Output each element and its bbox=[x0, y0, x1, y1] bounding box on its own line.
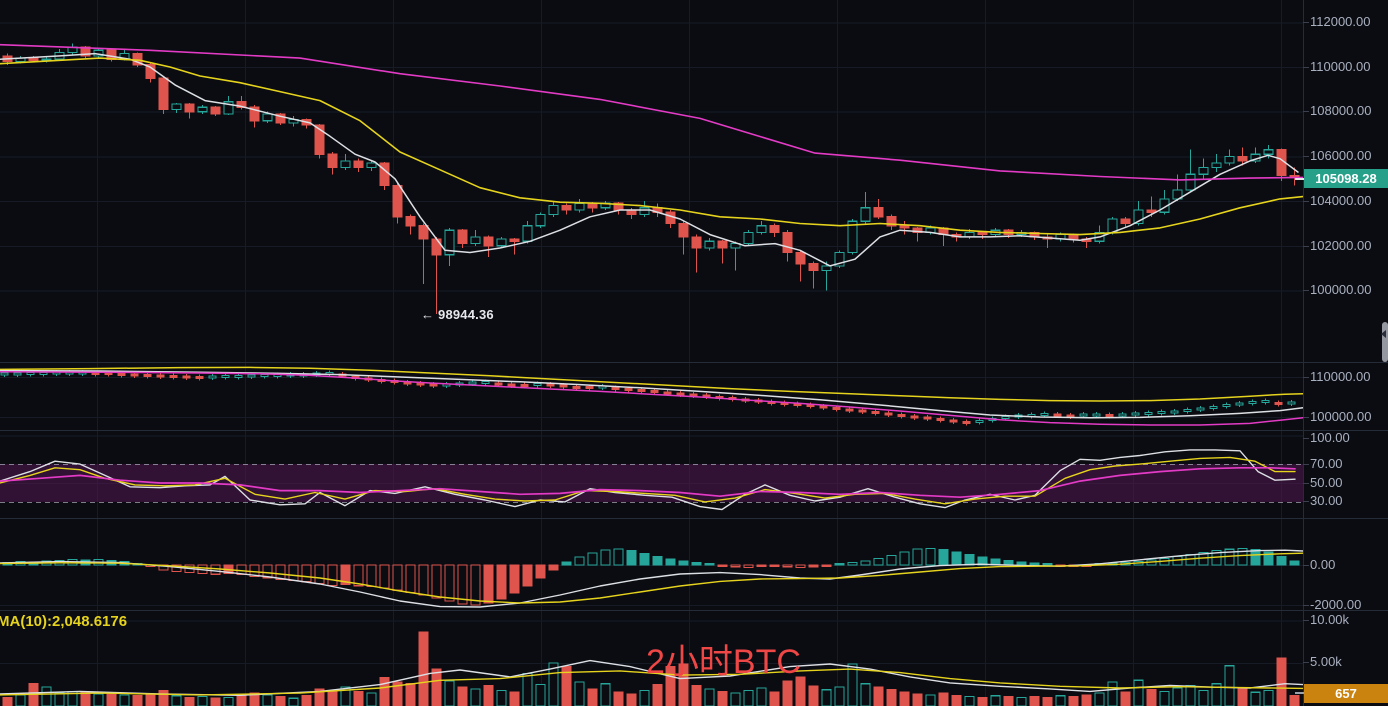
axis-tick-mark bbox=[1303, 377, 1309, 378]
volume-bars bbox=[2, 631, 1300, 706]
axis-tick-mark bbox=[1303, 501, 1309, 502]
axis-tick-label: 0.00 bbox=[1310, 557, 1336, 572]
axis-tick-mark bbox=[1303, 464, 1309, 465]
macd-histogram bbox=[2, 547, 1300, 606]
axis-tick-mark bbox=[1303, 438, 1309, 439]
axis-tick-mark bbox=[1303, 246, 1309, 247]
axis-tick-mark bbox=[1303, 156, 1309, 157]
axis-tick-label: 102000.00 bbox=[1310, 238, 1372, 253]
axis-scroll-handle[interactable] bbox=[1381, 322, 1388, 362]
axis-tick-mark bbox=[1303, 605, 1309, 606]
axis-tick-mark bbox=[1303, 620, 1309, 621]
volume-line-tick bbox=[1295, 692, 1304, 694]
axis-tick-label: 70.00 bbox=[1310, 456, 1343, 471]
axis-tick-label: -2000.00 bbox=[1310, 597, 1362, 612]
axis-tick-label: 110000.00 bbox=[1310, 59, 1371, 74]
panel-mini[interactable] bbox=[0, 362, 1388, 426]
candles bbox=[2, 43, 1300, 315]
axis-tick-mark bbox=[1303, 483, 1309, 484]
axis-tick-mark bbox=[1303, 67, 1309, 68]
axis-tick-mark bbox=[1303, 662, 1309, 663]
price-axis-border bbox=[1303, 0, 1304, 706]
axis-tick-mark bbox=[1303, 111, 1309, 112]
axis-tick-label: 10.00k bbox=[1310, 612, 1350, 627]
axis-tick-label: 100000.00 bbox=[1310, 409, 1372, 424]
last-volume-badge: 657 bbox=[1304, 684, 1388, 703]
panel-price[interactable] bbox=[0, 22, 1304, 315]
axis-tick-label: 100000.00 bbox=[1310, 282, 1372, 297]
axis-tick-mark bbox=[1303, 290, 1309, 291]
panel-macd[interactable] bbox=[0, 518, 1388, 608]
axis-tick-mark bbox=[1303, 565, 1309, 566]
axis-tick-label: 106000.00 bbox=[1310, 148, 1372, 163]
vertical-gridlines bbox=[97, 0, 1282, 706]
panel-volume[interactable] bbox=[0, 610, 1388, 706]
axis-tick-label: 100.00 bbox=[1310, 430, 1350, 445]
axis-tick-mark bbox=[1303, 22, 1309, 23]
axis-tick-label: 50.00 bbox=[1310, 475, 1343, 490]
axis-tick-label: 112000.00 bbox=[1310, 14, 1371, 29]
collapse-left-icon bbox=[1381, 330, 1386, 338]
axis-tick-label: 104000.00 bbox=[1310, 193, 1372, 208]
axis-tick-label: 110000.00 bbox=[1310, 369, 1371, 384]
axis-tick-label: 30.00 bbox=[1310, 493, 1343, 508]
last-price-badge: 105098.28 bbox=[1304, 169, 1388, 188]
axis-tick-mark bbox=[1303, 201, 1309, 202]
axis-tick-label: 108000.00 bbox=[1310, 103, 1372, 118]
axis-tick-label: 5.00k bbox=[1310, 654, 1342, 669]
panel-oscillator[interactable] bbox=[0, 430, 1388, 511]
price-line-tick bbox=[1295, 178, 1304, 180]
axis-tick-mark bbox=[1303, 417, 1309, 418]
